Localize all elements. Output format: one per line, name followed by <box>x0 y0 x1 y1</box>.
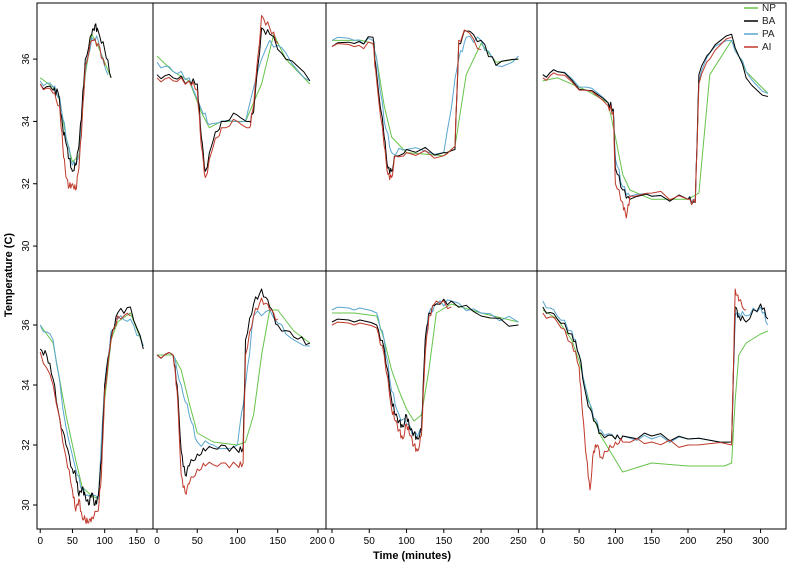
panel-r1-c0 <box>39 306 144 525</box>
x-tick-label: 150 <box>269 536 286 547</box>
x-tick-label: 50 <box>364 536 376 547</box>
series-ba-line <box>39 306 144 506</box>
x-tick-label: 0 <box>329 536 335 547</box>
series-ai-line <box>542 36 732 219</box>
legend-label-np: NP <box>762 3 776 14</box>
panel-r1-c1 <box>156 288 311 495</box>
x-tick-label: 150 <box>643 536 660 547</box>
series-pa-line <box>39 35 109 167</box>
series-ai-line <box>331 300 452 452</box>
series-ba-line <box>542 303 769 443</box>
series-np-line <box>332 303 519 422</box>
series-pa-line <box>156 39 311 125</box>
series-pa-line <box>542 39 769 204</box>
series-np-line <box>332 39 519 157</box>
panel-r0-c3 <box>542 33 769 219</box>
series-np-line <box>157 309 311 446</box>
x-tick-label: 200 <box>680 536 697 547</box>
x-tick-label: 0 <box>540 536 546 547</box>
series-ba-line <box>542 33 769 205</box>
series-ba-line <box>39 23 112 172</box>
y-tick-label: 32 <box>21 178 32 190</box>
x-tick-label: 150 <box>435 536 452 547</box>
panel-r1-c2 <box>331 298 519 452</box>
x-tick-label: 50 <box>192 536 204 547</box>
series-pa-line <box>156 309 310 450</box>
series-np-line <box>542 309 769 473</box>
x-tick-label: 0 <box>154 536 160 547</box>
series-ai-line <box>39 312 131 525</box>
series-ai-line <box>156 297 278 495</box>
x-tick-label: 50 <box>574 536 586 547</box>
series-pa-line <box>39 315 144 500</box>
x-tick-label: 200 <box>310 536 327 547</box>
x-tick-label: 100 <box>398 536 415 547</box>
legend-label-ai: AI <box>762 42 771 53</box>
y-tick-label: 32 <box>21 439 32 451</box>
series-np-line <box>39 312 144 500</box>
legend-label-pa: PA <box>762 29 775 40</box>
series-ba-line <box>331 30 519 174</box>
panel-frames <box>36 2 787 530</box>
y-tick-label: 30 <box>21 240 32 252</box>
plot-frame <box>36 2 787 530</box>
legend-label-ba: BA <box>762 16 776 27</box>
x-tick-label: 100 <box>229 536 246 547</box>
legend: NP BA PA AI <box>744 3 776 53</box>
x-tick-label: 0 <box>37 536 43 547</box>
y-tick-label: 34 <box>21 379 32 391</box>
panel-r0-c0 <box>39 23 112 191</box>
y-tick-label: 36 <box>21 319 32 331</box>
panel-r1-c3 <box>542 288 769 491</box>
plot-series <box>39 15 769 525</box>
x-tick-label: 250 <box>510 536 527 547</box>
series-ba-line <box>331 298 519 440</box>
x-tick-label: 100 <box>607 536 624 547</box>
panel-r0-c1 <box>156 15 311 178</box>
series-pa-line <box>331 35 519 156</box>
x-tick-label: 250 <box>716 536 733 547</box>
series-ai-line <box>156 15 279 178</box>
series-ba-line <box>156 27 311 172</box>
x-tick-label: 150 <box>129 536 146 547</box>
series-ai-line <box>331 29 482 181</box>
x-axis-label: Time (minutes) <box>373 550 451 562</box>
series-np-line <box>542 39 769 200</box>
y-tick-label: 30 <box>21 499 32 511</box>
y-axis-label: Temperature (C) <box>3 233 15 317</box>
x-tick-label: 200 <box>473 536 490 547</box>
series-ai-line <box>542 288 747 491</box>
y-tick-label: 36 <box>21 53 32 65</box>
x-tick-label: 50 <box>67 536 79 547</box>
x-tick-label: 100 <box>96 536 113 547</box>
series-ai-line <box>39 38 106 191</box>
panel-r0-c2 <box>331 29 519 181</box>
y-tick-label: 34 <box>21 115 32 127</box>
series-ba-line <box>156 288 311 477</box>
x-tick-label: 300 <box>752 536 769 547</box>
